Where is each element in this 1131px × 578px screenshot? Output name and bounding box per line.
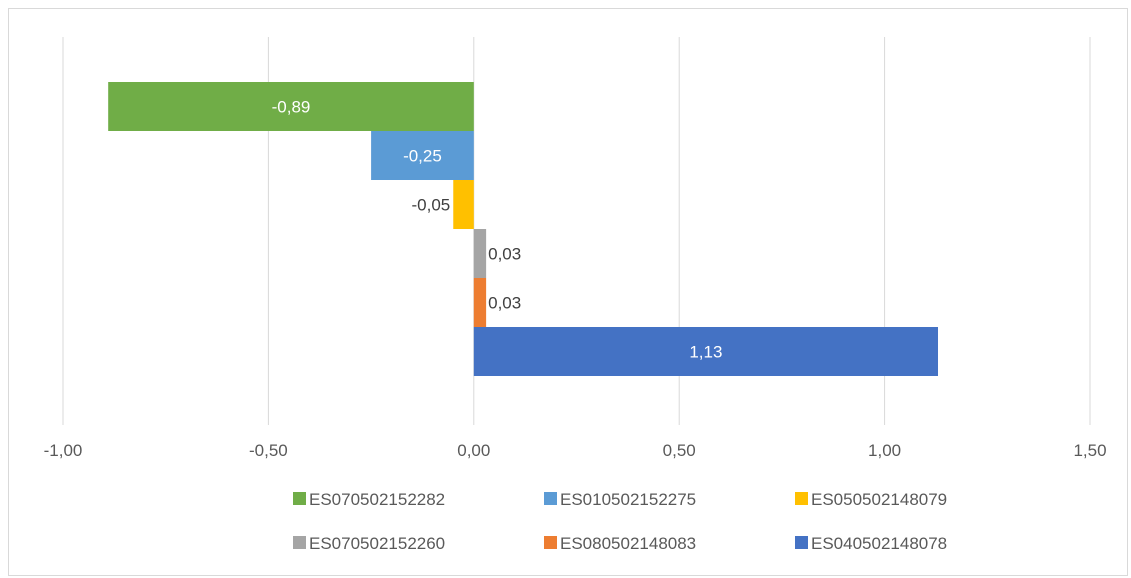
legend-swatch [293, 536, 306, 549]
x-tick-label: 0,00 [457, 441, 490, 460]
legend-swatch [795, 492, 808, 505]
legend-swatch [293, 492, 306, 505]
legend-label: ES080502148083 [560, 534, 696, 553]
x-tick-label: 0,50 [663, 441, 696, 460]
data-label-ES080502148083: 0,03 [488, 294, 521, 313]
legend-item-ES070502152282: ES070502152282 [293, 490, 445, 509]
bar-ES010502152275 [371, 131, 474, 180]
bar-ES050502148079 [453, 180, 474, 229]
legend-item-ES050502148079: ES050502148079 [795, 490, 947, 509]
data-label-ES070502152260: 0,03 [488, 245, 521, 264]
legend-label: ES050502148079 [811, 490, 947, 509]
bar-ES040502148078 [473, 327, 939, 376]
bar-ES080502148083 [473, 278, 487, 327]
legend-item-ES070502152260: ES070502152260 [293, 534, 445, 553]
x-axis-tick-labels: -1,00 -0,50 0,00 0,50 1,00 1,50 [44, 441, 1107, 460]
legend-item-ES040502148078: ES040502148078 [795, 534, 947, 553]
data-label-ES070502152282: -0,89 [272, 98, 311, 117]
data-label-ES010502152275: -0,25 [403, 147, 442, 166]
bar-ES070502152282 [108, 82, 474, 131]
legend-swatch [795, 536, 808, 549]
legend-label: ES010502152275 [560, 490, 696, 509]
x-tick-label: -0,50 [249, 441, 288, 460]
legend: ES070502152282 ES010502152275 ES0505021480… [293, 490, 947, 553]
legend-label: ES040502148078 [811, 534, 947, 553]
bars [108, 82, 939, 376]
legend-label: ES070502152282 [309, 490, 445, 509]
legend-swatch [544, 492, 557, 505]
data-label-ES040502148078: 1,13 [689, 343, 722, 362]
x-tick-label: 1,00 [868, 441, 901, 460]
legend-label: ES070502152260 [309, 534, 445, 553]
bar-ES070502152260 [473, 229, 487, 278]
legend-item-ES080502148083: ES080502148083 [544, 534, 696, 553]
data-labels: -0,89 -0,25 -0,05 0,03 0,03 1,13 [272, 98, 723, 362]
legend-swatch [544, 536, 557, 549]
data-label-ES050502148079: -0,05 [412, 196, 451, 215]
x-tick-label: -1,00 [44, 441, 83, 460]
x-tick-label: 1,50 [1073, 441, 1106, 460]
legend-item-ES010502152275: ES010502152275 [544, 490, 696, 509]
